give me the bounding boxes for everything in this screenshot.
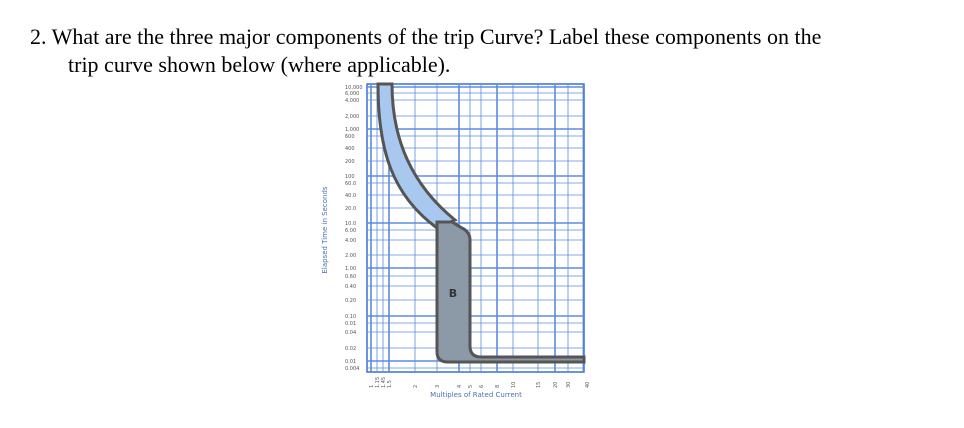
y-label: 0.20: [345, 298, 356, 304]
x-label: 1.5: [387, 380, 393, 388]
y-label: 400: [345, 146, 355, 152]
y-label: 10,000: [345, 85, 363, 91]
y-label: 6,000: [345, 91, 359, 97]
y-label: 0.01: [345, 359, 356, 365]
y-label: 40.0: [345, 193, 356, 199]
x-label: 8: [495, 385, 501, 388]
x-label: 2: [413, 385, 419, 388]
region-label: B: [449, 287, 457, 300]
y-axis-title: Elapsed Time in Seconds: [321, 186, 329, 273]
y-label: 20.0: [345, 206, 356, 212]
y-label: 4.00: [345, 238, 356, 244]
y-label: 0.10: [345, 314, 356, 320]
y-label: 6.00: [345, 228, 356, 234]
question-line: 2. What are the three major components o…: [30, 24, 822, 49]
y-label: 2.00: [345, 253, 356, 259]
y-label: 1,000: [345, 127, 359, 133]
x-label: 30: [566, 382, 572, 388]
y-label: 2,000: [345, 114, 359, 120]
y-label: 0.40: [345, 284, 356, 290]
x-label: 1.15: [375, 377, 381, 388]
y-label: 0.004: [345, 366, 359, 372]
x-label: 20: [553, 382, 559, 388]
curve-band: [376, 82, 458, 230]
question-line: trip curve shown below (where applicable…: [68, 52, 451, 77]
x-label: 15: [536, 382, 542, 388]
x-label: 1: [369, 385, 375, 388]
x-label: 4: [457, 385, 463, 388]
y-label: 100: [345, 174, 355, 180]
x-label: 3: [435, 385, 441, 388]
y-label: 1.00: [345, 266, 356, 272]
y-label: 4,000: [345, 98, 359, 104]
x-label: 10: [511, 382, 517, 388]
y-label: 600: [345, 134, 355, 140]
plot-frame: [366, 83, 585, 373]
y-label: 200: [345, 159, 355, 165]
x-label: 1.45: [381, 377, 387, 388]
y-label: 60.0: [345, 181, 356, 187]
y-label: 0.04: [345, 330, 356, 336]
y-label: 0.01: [345, 321, 356, 327]
x-label: 5: [468, 385, 474, 388]
y-label: 0.60: [345, 274, 356, 280]
x-label: 40: [585, 382, 591, 388]
y-label: 10.0: [345, 221, 356, 227]
x-axis-title: Multiples of Rated Current: [430, 391, 522, 399]
instantaneous-region: [435, 220, 586, 364]
x-label: 6: [479, 385, 485, 388]
y-label: 0.02: [345, 346, 356, 352]
